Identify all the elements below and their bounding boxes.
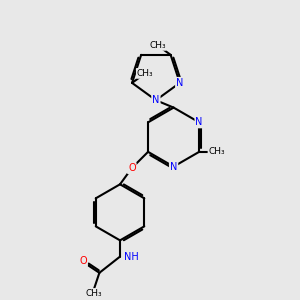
Text: N: N: [152, 95, 160, 105]
Text: NH: NH: [124, 252, 139, 262]
Text: O: O: [128, 163, 136, 173]
Text: CH₃: CH₃: [85, 289, 102, 298]
Text: CH₃: CH₃: [137, 69, 154, 78]
Text: N: N: [170, 162, 177, 172]
Text: O: O: [79, 256, 87, 266]
Text: N: N: [196, 117, 203, 128]
Text: CH₃: CH₃: [149, 41, 166, 50]
Text: CH₃: CH₃: [208, 147, 225, 156]
Text: N: N: [176, 78, 183, 88]
